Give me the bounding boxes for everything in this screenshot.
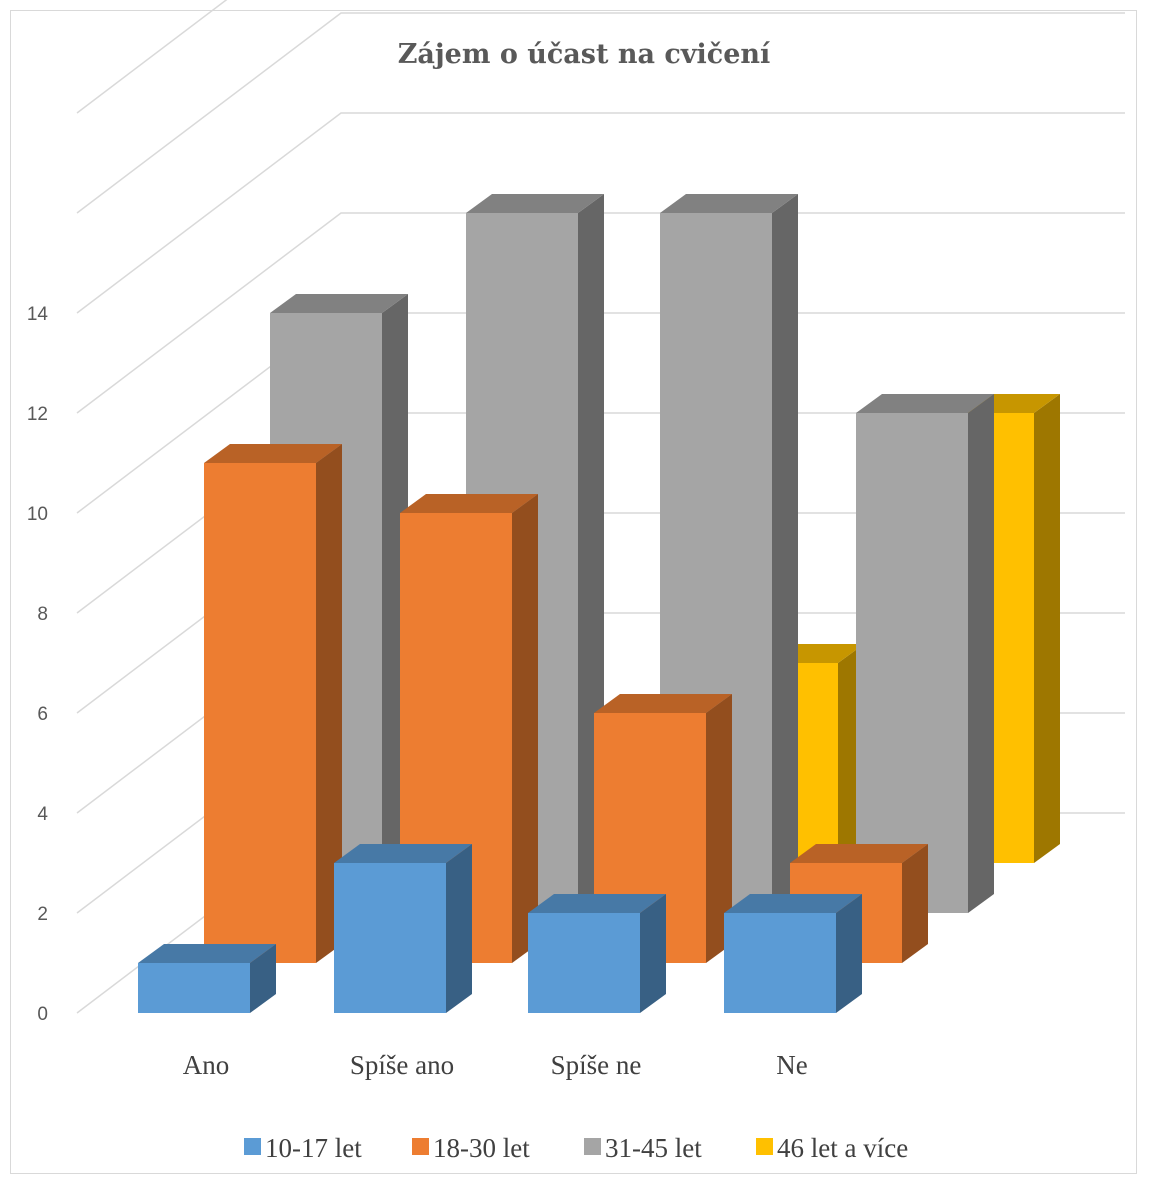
gridline [76,112,1125,314]
bar-top-face [660,194,798,213]
x-tick-label: Spíše ne [551,1050,642,1080]
bar-top-face [790,844,928,863]
legend-swatch [244,1138,261,1155]
bar-top-face [724,894,862,913]
bar-front-face [204,463,316,963]
bar-top-face [334,844,472,863]
x-tick-label: Ne [776,1050,807,1080]
bar-side-face [640,894,666,1013]
y-tick-label: 4 [37,804,48,825]
y-tick-label: 0 [37,1004,48,1025]
bar-side-face [772,194,798,913]
legend-label: 10-17 let [265,1133,362,1163]
chart-title: Zájem o účast na cvičení [398,39,771,70]
bar-side-face [250,944,276,1013]
y-tick-label: 8 [37,604,48,625]
bar-top-face [466,194,604,213]
bar-front-face [528,913,640,1013]
bar-top-face [270,294,408,313]
bar-side-face [316,444,342,963]
y-tick-label: 14 [27,304,49,325]
bar-side-face [1034,394,1060,863]
bars-layer [138,194,1060,1013]
y-tick-label: 12 [27,404,48,425]
bar [138,944,276,1013]
bar [724,894,862,1013]
bar-top-face [400,494,538,513]
bar-top-face [204,444,342,463]
x-tick-label: Ano [183,1050,230,1080]
bar [528,894,666,1013]
bar-front-face [138,963,250,1013]
gridline [76,212,1125,414]
x-tick-labels: Ano Spíše ano Spíše ne Ne [183,1050,808,1080]
legend-label: 18-30 let [433,1133,530,1163]
y-tick-label: 10 [27,504,48,525]
y-tick-label: 2 [37,904,48,925]
bar [334,844,472,1013]
gridline [76,0,228,114]
y-tick-label: 6 [37,704,48,725]
bar-side-face [902,844,928,963]
bar-top-face [138,944,276,963]
bar-front-face [724,913,836,1013]
legend-swatch [412,1138,429,1155]
bar-top-face [594,694,732,713]
bar-front-face [334,863,446,1013]
bar-top-face [528,894,666,913]
gridline [76,12,1125,214]
bar-side-face [836,894,862,1013]
legend-swatch [756,1138,773,1155]
bar-side-face [446,844,472,1013]
bar-side-face [512,494,538,963]
bar-side-face [968,394,994,913]
legend-label: 46 let a více [777,1133,908,1163]
legend-label: 31-45 let [605,1133,702,1163]
legend: 10-17 let 18-30 let 31-45 let 46 let a více [244,1133,908,1163]
y-tick-labels: 0 2 4 6 8 10 12 14 [27,304,49,1025]
bar-top-face [856,394,994,413]
legend-swatch [584,1138,601,1155]
bar-front-face [856,413,968,913]
bar-side-face [706,694,732,963]
x-tick-label: Spíše ano [350,1050,454,1080]
bar [204,444,342,963]
bar [856,394,994,913]
